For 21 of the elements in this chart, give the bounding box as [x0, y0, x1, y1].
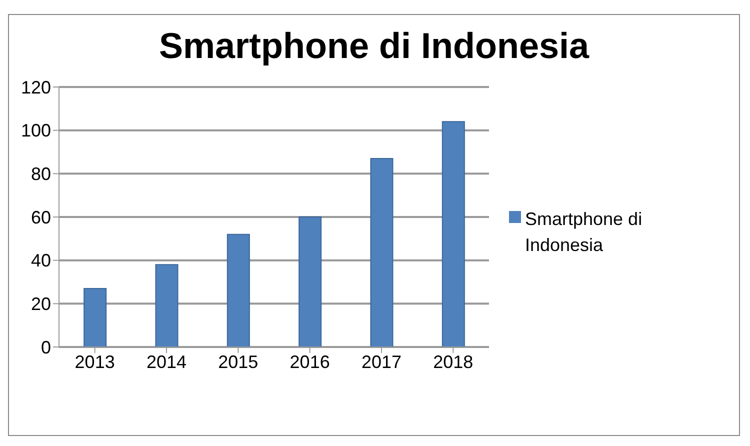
chart-title: Smartphone di Indonesia — [158, 25, 590, 67]
bar — [370, 158, 394, 347]
x-tick-label: 2015 — [218, 352, 258, 372]
legend-label: Smartphone di Indonesia — [525, 208, 644, 257]
x-tick-label: 2014 — [146, 352, 187, 372]
y-tick-label: 100 — [20, 120, 51, 141]
y-tick-label: 120 — [20, 77, 51, 98]
bar — [298, 216, 322, 347]
bar — [226, 234, 250, 347]
x-tick-label: 2013 — [74, 352, 115, 372]
y-tick-label: 60 — [30, 207, 51, 228]
bar — [84, 288, 107, 347]
x-tick-label: 2017 — [361, 352, 402, 372]
y-tick-label: 20 — [30, 294, 51, 314]
x-tick-label: 2016 — [290, 352, 330, 372]
x-tick-label: 2018 — [433, 352, 474, 372]
y-tick-label: 40 — [30, 250, 51, 271]
bar — [442, 121, 465, 347]
y-tick-label: 80 — [30, 164, 51, 184]
y-tick-label: 0 — [40, 337, 51, 358]
bar — [155, 264, 178, 347]
